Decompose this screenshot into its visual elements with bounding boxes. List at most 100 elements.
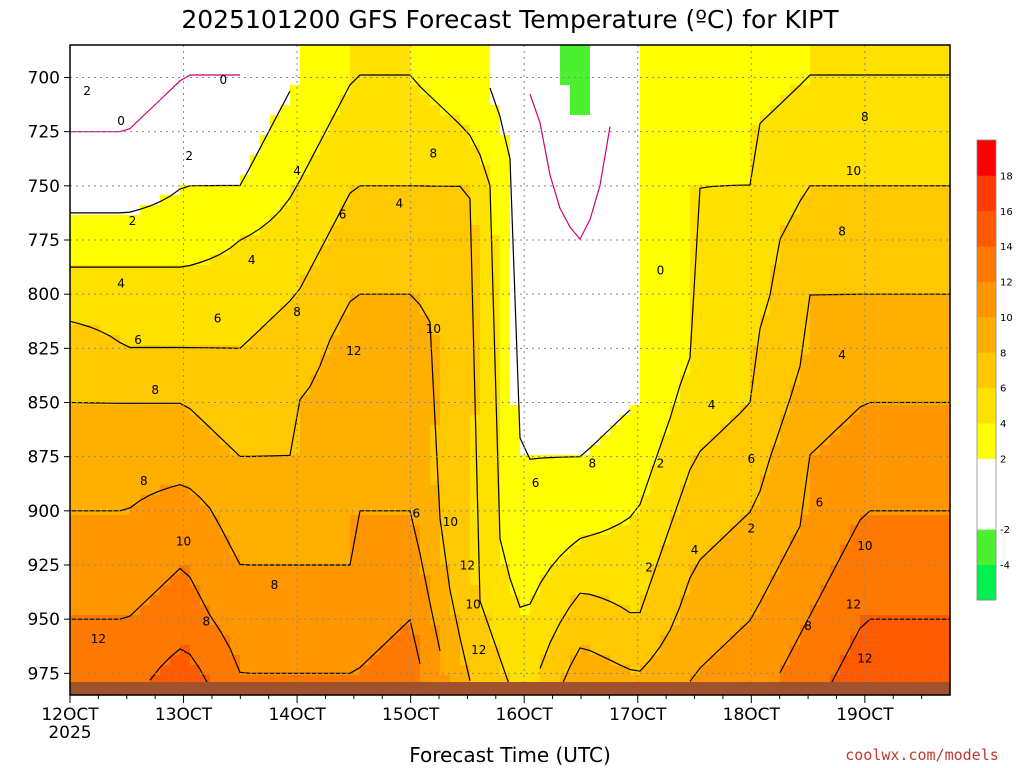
temperature-cell [230,65,241,76]
temperature-cell [130,285,141,296]
temperature-cell [600,315,611,326]
temperature-cell [710,575,721,586]
temperature-cell [610,485,621,496]
temperature-cell [80,75,91,86]
temperature-cell [640,315,651,326]
temperature-cell [780,265,791,276]
temperature-cell [90,595,101,606]
temperature-cell [590,605,601,616]
temperature-cell [380,135,391,146]
temperature-cell [700,155,711,166]
temperature-cell [600,495,611,506]
temperature-cell [320,405,331,416]
temperature-cell [630,595,641,606]
temperature-cell [620,435,631,446]
temperature-cell [420,65,431,76]
temperature-cell [470,575,481,586]
temperature-cell [570,605,581,616]
temperature-cell [70,575,81,586]
temperature-cell [290,475,301,486]
temperature-cell [160,465,171,476]
temperature-cell [810,105,821,116]
temperature-cell [600,135,611,146]
temperature-cell [790,675,801,686]
temperature-cell [720,495,731,506]
temperature-cell [530,385,541,396]
temperature-cell [460,375,471,386]
temperature-cell [270,45,281,56]
temperature-cell [390,325,401,336]
temperature-cell [720,275,731,286]
temperature-cell [640,495,651,506]
temperature-cell [720,325,731,336]
temperature-cell [620,675,631,686]
temperature-cell [350,215,361,226]
temperature-cell [120,135,131,146]
temperature-cell [610,385,621,396]
temperature-cell [480,65,491,76]
temperature-cell [770,625,781,636]
temperature-cell [180,625,191,636]
temperature-cell [130,515,141,526]
temperature-cell [200,605,211,616]
temperature-cell [90,215,101,226]
temperature-cell [380,355,391,366]
temperature-cell [560,405,571,416]
temperature-cell [100,295,111,306]
temperature-cell [560,425,571,436]
temperature-cell [730,625,741,636]
temperature-cell [270,555,281,566]
temperature-cell [830,505,841,516]
temperature-cell [190,85,201,96]
temperature-cell [140,235,151,246]
temperature-cell [700,465,711,476]
temperature-cell [450,575,461,586]
temperature-cell [470,495,481,506]
temperature-cell [720,485,731,496]
temperature-cell [210,305,221,316]
temperature-cell [80,525,91,536]
temperature-cell [670,615,681,626]
temperature-cell [710,135,721,146]
temperature-cell [140,645,151,656]
temperature-cell [140,245,151,256]
temperature-cell [510,105,521,116]
temperature-cell [520,645,531,656]
temperature-cell [380,475,391,486]
temperature-cell [420,215,431,226]
temperature-cell [250,505,261,516]
temperature-cell [390,675,401,686]
temperature-cell [640,235,651,246]
temperature-cell [510,335,521,346]
temperature-cell [450,525,461,536]
temperature-cell [380,105,391,116]
temperature-cell [570,495,581,506]
temperature-cell [70,555,81,566]
temperature-cell [790,565,801,576]
temperature-cell [670,405,681,416]
temperature-cell [190,605,201,616]
temperature-cell [220,495,231,506]
temperature-cell [580,665,591,676]
temperature-cell [670,355,681,366]
temperature-cell [650,335,661,346]
temperature-cell [260,605,271,616]
temperature-cell [340,665,351,676]
temperature-cell [680,115,691,126]
temperature-cell [520,275,531,286]
temperature-cell [460,645,471,656]
temperature-cell [610,445,621,456]
temperature-cell [250,615,261,626]
temperature-cell [210,645,221,656]
temperature-cell [770,205,781,216]
temperature-cell [500,455,511,466]
temperature-cell [600,415,611,426]
temperature-cell [590,265,601,276]
temperature-cell [220,365,231,376]
temperature-cell [730,45,741,56]
temperature-cell [700,415,711,426]
temperature-cell [350,165,361,176]
temperature-cell [400,315,411,326]
temperature-cell [350,365,361,376]
temperature-cell [330,55,341,66]
